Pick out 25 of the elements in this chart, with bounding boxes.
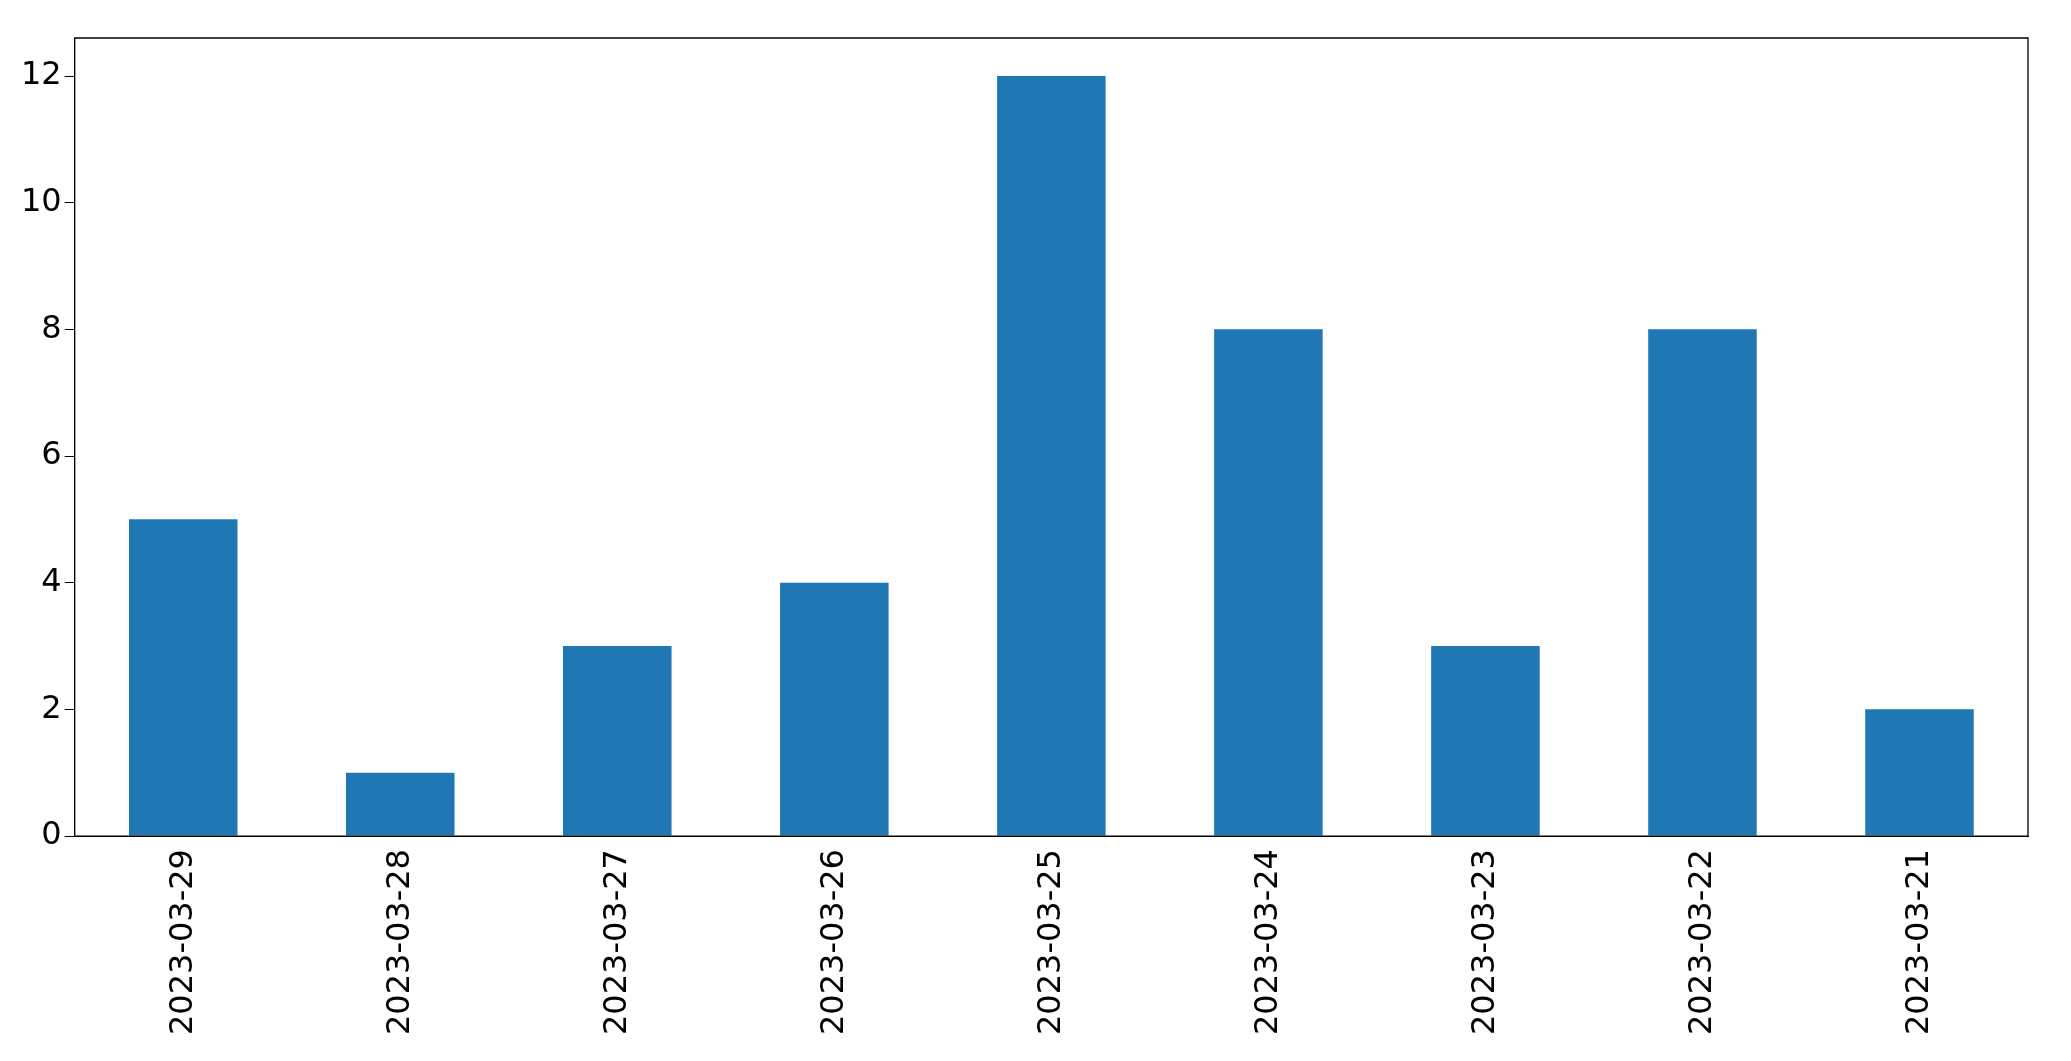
y-tick-label: 10 xyxy=(21,180,62,219)
bar xyxy=(563,646,672,836)
x-tick-label: 2023-03-22 xyxy=(1680,849,1719,1035)
bar xyxy=(1865,709,1974,836)
x-tick-label: 2023-03-23 xyxy=(1463,849,1502,1035)
y-tick-label: 12 xyxy=(21,54,62,93)
x-tick-label: 2023-03-25 xyxy=(1029,849,1068,1035)
x-tick-label: 2023-03-21 xyxy=(1897,849,1936,1035)
bar xyxy=(1648,329,1757,836)
y-tick-label: 2 xyxy=(41,687,62,726)
bar xyxy=(128,519,238,836)
bar xyxy=(780,582,889,836)
bar xyxy=(1214,329,1323,836)
y-tick-label: 0 xyxy=(41,814,62,853)
x-tick-label: 2023-03-26 xyxy=(812,849,851,1035)
x-tick-label: 2023-03-28 xyxy=(378,849,417,1035)
x-tick-label: 2023-03-27 xyxy=(595,849,634,1035)
y-tick-label: 8 xyxy=(41,307,62,346)
bar xyxy=(346,772,455,836)
y-tick-label: 6 xyxy=(41,434,62,473)
x-tick-label: 2023-03-29 xyxy=(161,849,200,1035)
x-tick-label: 2023-03-24 xyxy=(1246,849,1285,1035)
y-tick-label: 4 xyxy=(41,561,62,599)
bar xyxy=(997,76,1106,836)
bar xyxy=(1431,646,1540,836)
